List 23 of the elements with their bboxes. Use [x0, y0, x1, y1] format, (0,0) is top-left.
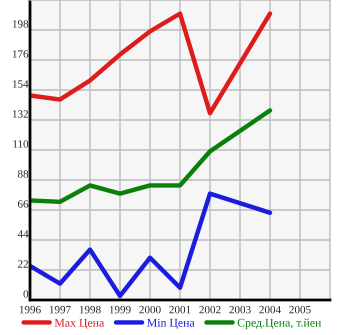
- y-tick-label: 88: [18, 170, 28, 178]
- legend-label: Min Цена: [147, 318, 195, 330]
- x-tick-label: 2001: [169, 306, 190, 314]
- x-tick-label: 1997: [50, 306, 71, 314]
- y-tick-label: 110: [13, 140, 28, 148]
- y-tick-label: 176: [12, 50, 28, 58]
- legend-label: Max Цена: [54, 318, 104, 330]
- x-tick-label: 2004: [259, 306, 281, 314]
- y-tick-label: 132: [12, 110, 28, 118]
- y-tick-label: 0: [23, 290, 28, 298]
- legend-label: Сред.Цена, т.йен: [238, 318, 322, 330]
- x-tick-label: 2000: [139, 306, 161, 314]
- y-tick-label: 44: [18, 230, 28, 238]
- y-tick-label: 154: [12, 80, 28, 88]
- y-tick-label: 22: [18, 260, 28, 268]
- x-tick-label: 1996: [20, 306, 41, 314]
- x-tick-label: 2005: [289, 306, 311, 314]
- x-tick-label: 2003: [229, 306, 251, 314]
- y-tick-label: 198: [12, 20, 28, 28]
- y-tick-label: 66: [18, 200, 28, 208]
- x-tick-label: 1999: [110, 306, 131, 314]
- x-tick-label: 1998: [80, 306, 101, 314]
- x-tick-label: 2002: [199, 306, 220, 314]
